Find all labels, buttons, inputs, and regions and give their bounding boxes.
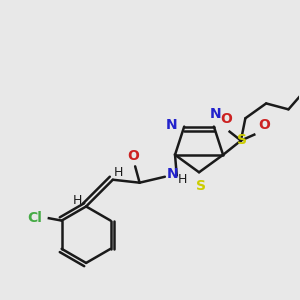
Text: O: O <box>128 149 140 163</box>
Text: N: N <box>166 167 178 181</box>
Text: N: N <box>166 118 178 132</box>
Text: N: N <box>210 107 221 121</box>
Text: H: H <box>177 172 187 186</box>
Text: S: S <box>196 179 206 193</box>
Text: Cl: Cl <box>27 211 42 225</box>
Text: H: H <box>73 194 83 207</box>
Text: O: O <box>259 118 271 132</box>
Text: O: O <box>220 112 232 126</box>
Text: S: S <box>237 133 247 147</box>
Text: H: H <box>113 166 123 179</box>
